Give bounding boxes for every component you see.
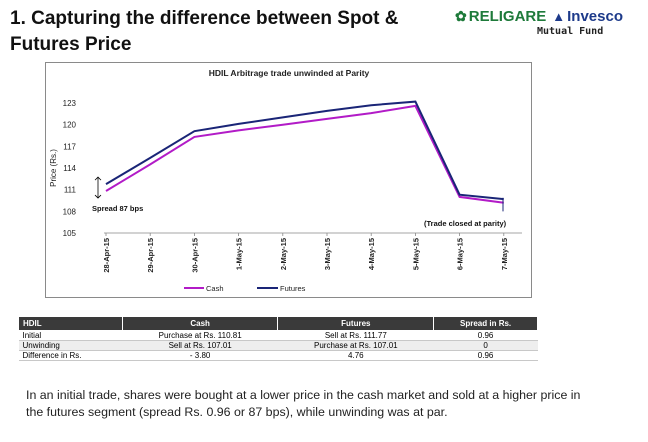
- table-header: Cash: [121, 316, 279, 331]
- table-header: Futures: [277, 316, 435, 331]
- table-cell: 0.96: [433, 330, 538, 341]
- logo-subtitle: Mutual Fund: [537, 26, 604, 37]
- table-cell: Unwinding: [18, 340, 123, 351]
- arrow-down-icon: [94, 194, 102, 199]
- x-tick-label: 2-May-15: [279, 238, 288, 270]
- table-row: Unwinding Sell at Rs. 107.01 Purchase at…: [18, 340, 538, 351]
- y-axis-label: Price (Rs.): [49, 149, 58, 187]
- trade-table: HDIL Cash Futures Spread in Rs. Initial …: [18, 316, 538, 361]
- chart-container: HDIL Arbitrage trade unwinded at Parity 1…: [45, 62, 532, 298]
- table-cell: Purchase at Rs. 110.81: [122, 330, 278, 341]
- series-line-futures: [105, 100, 504, 201]
- clover-icon: ✿: [455, 8, 467, 24]
- y-tick-label: 108: [63, 207, 77, 216]
- y-tick-label: 114: [63, 164, 76, 173]
- line-chart: HDIL Arbitrage trade unwinded at Parity 1…: [49, 68, 522, 293]
- x-tick-label: 6-May-15: [456, 238, 465, 270]
- table-cell: 4.76: [277, 350, 434, 361]
- y-tick-label: 120: [63, 121, 77, 130]
- table-header: HDIL: [18, 316, 123, 331]
- x-tick-label: 4-May-15: [367, 238, 376, 270]
- y-tick-label: 105: [63, 229, 77, 238]
- table-cell: Sell at Rs. 111.77: [277, 330, 434, 341]
- table-header: Spread in Rs.: [433, 316, 538, 331]
- slide-title: 1. Capturing the difference between Spot…: [10, 8, 399, 55]
- table-row: Initial Purchase at Rs. 110.81 Sell at R…: [18, 330, 538, 341]
- y-tick-label: 111: [64, 186, 77, 195]
- table-cell: Purchase at Rs. 107.01: [277, 340, 434, 351]
- x-tick-label: 1-May-15: [235, 238, 244, 270]
- table-cell: Difference in Rs.: [18, 350, 123, 361]
- series-line-cash: [105, 104, 504, 204]
- table-cell: - 3.80: [122, 350, 278, 361]
- x-tick-label: 7-May-15: [500, 238, 509, 270]
- x-tick-label: 28-Apr-15: [102, 238, 111, 273]
- arrow-up-icon: [94, 176, 102, 181]
- y-tick-label: 117: [63, 142, 76, 151]
- brand-logo: ✿ RELIGARE ▲ Invesco Mutual Fund: [455, 8, 640, 44]
- x-tick-label: 3-May-15: [323, 238, 332, 270]
- annotation-spread: Spread 87 bps: [92, 204, 143, 213]
- logo-partner-text: Invesco: [567, 8, 623, 25]
- x-tick-label: 5-May-15: [411, 238, 420, 270]
- legend-label-futures: Futures: [280, 284, 306, 293]
- annotation-parity: (Trade closed at parity): [424, 219, 507, 228]
- table-cell: Initial: [18, 330, 123, 341]
- x-tick-label: 29-Apr-15: [146, 238, 155, 273]
- x-tick-label: 30-Apr-15: [190, 238, 199, 273]
- table-cell: Sell at Rs. 107.01: [122, 340, 278, 351]
- table-header-row: HDIL Cash Futures Spread in Rs.: [18, 316, 538, 331]
- table-cell: 0.96: [433, 350, 538, 361]
- y-tick-label: 123: [63, 99, 77, 108]
- invesco-mark-icon: ▲: [552, 9, 566, 24]
- chart-title: HDIL Arbitrage trade unwinded at Parity: [209, 68, 370, 78]
- legend-label-cash: Cash: [206, 284, 224, 293]
- table-cell: 0: [433, 340, 538, 351]
- explanation-paragraph: In an initial trade, shares were bought …: [26, 388, 581, 419]
- logo-main-text: RELIGARE: [468, 8, 547, 25]
- table-row: Difference in Rs. - 3.80 4.76 0.96: [18, 350, 538, 361]
